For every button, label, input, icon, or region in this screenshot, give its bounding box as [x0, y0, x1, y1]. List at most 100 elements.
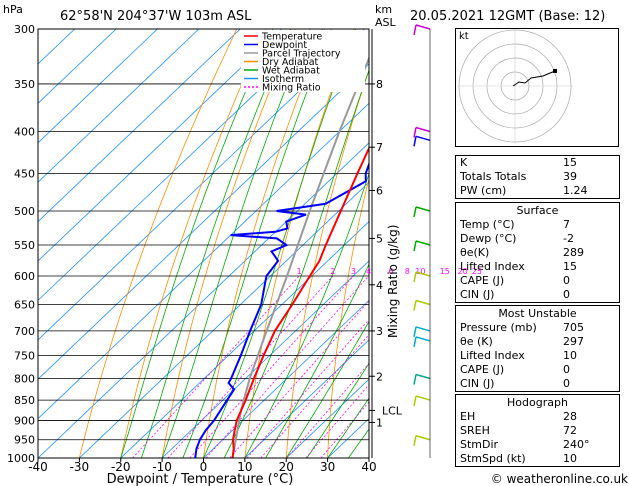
table-row: CAPE (J) 0: [456, 274, 619, 288]
pressure-tick-label: 350: [14, 78, 35, 91]
row-label: EH: [460, 410, 476, 423]
row-label: CIN (J): [460, 288, 495, 301]
hodograph-table: Hodograph EH 28 SREH 72 StmDir 240° StmSpd (kt…: [455, 394, 620, 467]
pressure-tick-label: 800: [14, 372, 35, 385]
pressure-tick-label: 450: [14, 167, 35, 180]
wind-barb: [415, 24, 431, 30]
row-value: 39: [563, 170, 577, 183]
hodograph-line: [512, 70, 556, 87]
wind-barbs: [413, 24, 431, 458]
table-row: θe (K) 297: [456, 335, 619, 349]
x-tick-label: 20: [279, 460, 294, 474]
hodograph-point: [553, 69, 557, 73]
row-value: 0: [563, 288, 570, 301]
dry-adiabat-line: [120, 29, 267, 458]
hodograph-rows: EH 28 SREH 72 StmDir 240° StmSpd (kt) 10: [456, 410, 619, 466]
mixing-ratio-tick-label: 6: [388, 267, 393, 276]
wind-barb: [415, 373, 431, 380]
wind-barb: [415, 271, 431, 277]
row-value: 10: [563, 349, 577, 362]
isotherm-line: [38, 29, 117, 104]
surface-table: Surface Temp (°C) 7 Dewp (°C) -2 θe(K) 289 Lif…: [455, 202, 620, 303]
row-label: θe (K): [460, 335, 493, 348]
row-label: Totals Totals: [460, 170, 527, 183]
km-tick-label: 5: [376, 232, 383, 245]
isotherm-line: [38, 29, 324, 301]
wind-barb: [415, 336, 431, 342]
row-label: CIN (J): [460, 377, 495, 390]
wet-adiabat-line: [285, 320, 369, 458]
x-axis-label: Dewpoint / Temperature (°C): [107, 472, 294, 486]
most-unstable-title: Most Unstable: [498, 307, 577, 320]
x-tick-label: 10: [237, 460, 252, 474]
wind-barb-flag: [413, 326, 417, 338]
isotherm-line: [38, 29, 241, 223]
dewpoint-line: [194, 161, 369, 458]
table-row: CIN (J) 0: [456, 377, 619, 391]
wind-barb: [415, 126, 431, 133]
table-row: Temp (°C) 7: [456, 218, 619, 232]
isotherm-line: [38, 29, 200, 183]
pressure-tick-label: 950: [14, 434, 35, 447]
row-value: 7: [563, 218, 570, 231]
pressure-tick-label: 650: [14, 299, 35, 312]
row-label: K: [460, 156, 468, 169]
legend-entry: Mixing Ratio: [262, 83, 321, 94]
wind-barb-flag: [413, 271, 417, 283]
x-tick-label: 30: [320, 460, 335, 474]
row-value: 1.24: [563, 184, 588, 197]
km-tick-label: 2: [376, 370, 383, 383]
wind-barb-flag: [413, 127, 417, 138]
table-row: StmDir 240°: [456, 438, 619, 452]
mixing-ratio-tick-label: 4: [366, 267, 371, 276]
pressure-tick-label: 300: [14, 23, 35, 36]
mixing-ratio-tick-label: 2: [330, 267, 335, 276]
legend-entry: Isotherm: [262, 74, 304, 85]
isotherm-line: [38, 29, 158, 144]
isotherm-line: [38, 29, 75, 65]
legend-entry: Temperature: [261, 32, 322, 43]
row-value: 705: [563, 321, 584, 334]
table-row: Pressure (mb) 705: [456, 321, 619, 335]
pressure-tick-label: 750: [14, 349, 35, 362]
isotherm-line: [285, 378, 369, 458]
table-row: Lifted Index 10: [456, 349, 619, 363]
table-row: Lifted Index 15: [456, 260, 619, 274]
row-value: 0: [563, 377, 570, 390]
row-value: 15: [563, 156, 577, 169]
wind-barb-flag: [413, 240, 417, 252]
x-tick-label: 0: [200, 460, 208, 474]
mixing-ratio-tick-label: 8: [405, 267, 410, 276]
row-label: Lifted Index: [460, 260, 525, 273]
copyright: © weatheronline.co.uk: [491, 472, 628, 486]
isotherm-line: [203, 299, 369, 458]
pressure-tick-label: 500: [14, 205, 35, 218]
mixing-ratio-line: [167, 275, 334, 458]
row-value: 10: [563, 452, 577, 465]
mixing-ratio-tick-label: 1: [297, 267, 302, 276]
row-label: Pressure (mb): [460, 321, 537, 334]
mixing-ratio-tick-label: 25: [472, 267, 482, 276]
legend-bg: [241, 30, 365, 92]
pressure-tick-label: 550: [14, 239, 35, 252]
wind-barb: [415, 299, 431, 306]
km-tick-label: 4: [376, 279, 383, 292]
pressure-tick-label: 900: [14, 414, 35, 427]
most-unstable-table: Most Unstable Pressure (mb) 705 θe (K) 297 L…: [455, 305, 620, 392]
row-value: 72: [563, 424, 577, 437]
x-tick-label: -30: [70, 460, 90, 474]
wind-barb-flag: [413, 435, 417, 446]
pressure-tick-label: 400: [14, 126, 35, 139]
axis-labels: 3003504004505005506006507007508008509009…: [7, 23, 482, 474]
x-tick-label: -10: [152, 460, 172, 474]
table-row: PW (cm) 1.24: [456, 184, 619, 198]
isotherm-line: [38, 142, 369, 458]
table-row: K 15: [456, 156, 619, 170]
km-tick-label: 1: [376, 416, 383, 429]
row-value: 240°: [563, 438, 590, 451]
mixing-ratio-line: [246, 318, 369, 458]
mixing-ratio-line: [260, 333, 369, 458]
row-label: θe(K): [460, 246, 490, 259]
